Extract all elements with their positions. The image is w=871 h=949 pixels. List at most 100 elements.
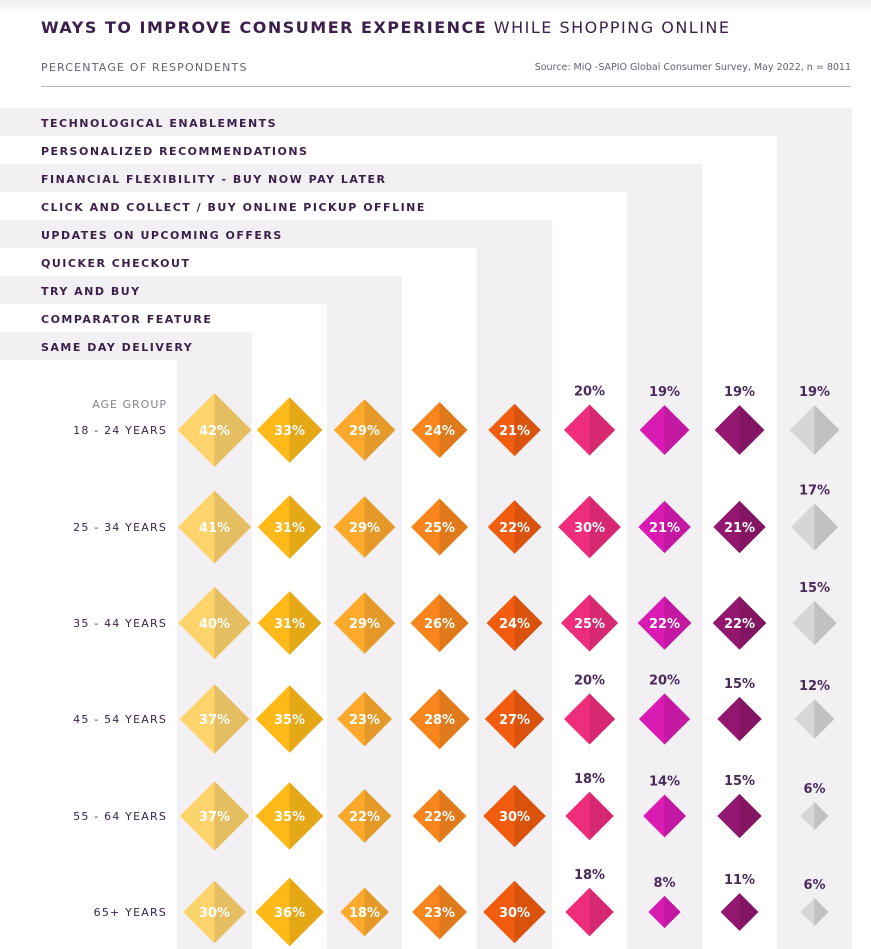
data-diamond-shade <box>589 495 621 559</box>
data-diamond-shade <box>439 884 467 940</box>
data-label: 18% <box>574 772 605 787</box>
data-diamond-shade <box>514 595 543 651</box>
category-label: UPDATES ON UPCOMING OFFERS <box>41 229 283 242</box>
age-group-label: 65+ YEARS <box>94 906 167 919</box>
data-label: 30% <box>499 906 530 921</box>
data-label: 30% <box>574 521 605 536</box>
data-label: 19% <box>799 385 830 400</box>
data-diamond-shade <box>664 500 691 554</box>
data-label: 22% <box>349 810 380 825</box>
data-diamond-shade <box>439 789 467 843</box>
data-label: 19% <box>649 385 680 400</box>
data-diamond-shade <box>664 693 691 745</box>
category-band <box>0 248 477 276</box>
data-label: 12% <box>799 679 830 694</box>
data-label: 6% <box>803 878 825 893</box>
data-diamond-shade <box>364 789 392 843</box>
data-label: 21% <box>499 424 530 439</box>
data-diamond-shade <box>589 887 614 937</box>
data-label: 27% <box>499 713 530 728</box>
chart-title: WAYS TO IMPROVE CONSUMER EXPERIENCE WHIL… <box>41 18 731 37</box>
title-rest: WHILE SHOPPING ONLINE <box>493 18 731 37</box>
data-diamond-shade <box>214 781 250 851</box>
data-diamond-shade <box>214 880 246 944</box>
category-band <box>0 136 777 164</box>
data-label: 25% <box>574 617 605 632</box>
category-label: TRY AND BUY <box>41 285 141 298</box>
data-diamond-shade <box>289 397 323 463</box>
data-diamond-shade <box>664 794 686 838</box>
category-band <box>0 108 852 136</box>
data-diamond-shade <box>814 699 835 739</box>
data-label: 22% <box>724 617 755 632</box>
data-label: 31% <box>274 617 305 632</box>
data-label: 18% <box>574 868 605 883</box>
data-diamond-shade <box>214 393 252 467</box>
category-band <box>0 192 627 220</box>
data-diamond-shade <box>514 784 546 848</box>
data-label: 33% <box>274 424 305 439</box>
data-diamond-shade <box>514 689 545 749</box>
age-group-label: 25 - 34 YEARS <box>73 521 167 534</box>
source-note: Source: MiQ -SAPIO Global Consumer Surve… <box>534 62 851 73</box>
data-label: 30% <box>199 906 230 921</box>
category-label: CLICK AND COLLECT / BUY ONLINE PICKUP OF… <box>41 201 426 214</box>
data-label: 14% <box>649 775 680 790</box>
data-diamond-shade <box>364 496 396 558</box>
category-label: FINANCIAL FLEXIBILITY - BUY NOW PAY LATE… <box>41 173 387 186</box>
data-label: 11% <box>724 873 755 888</box>
data-label: 37% <box>199 810 230 825</box>
data-diamond-shade <box>739 696 762 742</box>
data-label: 20% <box>574 384 605 399</box>
data-label: 21% <box>724 521 755 536</box>
data-label: 23% <box>349 713 380 728</box>
data-diamond-shade <box>364 887 389 937</box>
data-diamond-shade <box>739 500 766 554</box>
data-diamond-shade <box>364 691 392 747</box>
data-label: 40% <box>199 617 230 632</box>
age-group-label: 35 - 44 YEARS <box>73 617 167 630</box>
data-label: 20% <box>574 673 605 688</box>
data-diamond-shade <box>214 490 252 564</box>
data-diamond-shade <box>814 405 840 455</box>
data-label: 35% <box>274 713 305 728</box>
data-label: 29% <box>349 617 380 632</box>
category-label: QUICKER CHECKOUT <box>41 257 190 270</box>
data-diamond-shade <box>514 500 542 554</box>
data-diamond-shade <box>664 895 681 929</box>
data-diamond-shade <box>439 498 469 556</box>
data-label: 18% <box>349 906 380 921</box>
age-group-header: AGE GROUP <box>92 398 167 411</box>
data-diamond-shade <box>589 404 616 456</box>
data-label: 17% <box>799 483 830 498</box>
data-label: 37% <box>199 713 230 728</box>
data-label: 15% <box>724 774 755 789</box>
data-diamond-shade <box>364 592 396 654</box>
header-divider <box>41 86 851 87</box>
data-diamond-shade <box>289 591 322 655</box>
data-diamond-shade <box>739 405 765 455</box>
data-label: 36% <box>274 906 305 921</box>
data-label: 24% <box>424 424 455 439</box>
data-diamond-shade <box>439 688 470 750</box>
data-label: 23% <box>424 906 455 921</box>
data-diamond-shade <box>514 403 541 457</box>
data-diamond-shade <box>589 791 614 841</box>
data-label: 22% <box>499 521 530 536</box>
data-diamond-shade <box>214 684 250 754</box>
data-label: 29% <box>349 424 380 439</box>
data-diamond-shade <box>664 405 690 455</box>
data-label: 15% <box>724 677 755 692</box>
data-diamond-shade <box>289 685 324 753</box>
data-diamond-shade <box>739 793 762 839</box>
data-diamond-shade <box>289 877 324 947</box>
title-bold: WAYS TO IMPROVE CONSUMER EXPERIENCE <box>41 18 488 37</box>
data-label: 21% <box>649 521 680 536</box>
age-group-label: 18 - 24 YEARS <box>73 424 167 437</box>
data-label: 41% <box>199 521 230 536</box>
data-diamond-shade <box>739 893 759 931</box>
data-label: 25% <box>424 521 455 536</box>
age-group-label: 55 - 64 YEARS <box>73 810 167 823</box>
category-label: SAME DAY DELIVERY <box>41 341 193 354</box>
